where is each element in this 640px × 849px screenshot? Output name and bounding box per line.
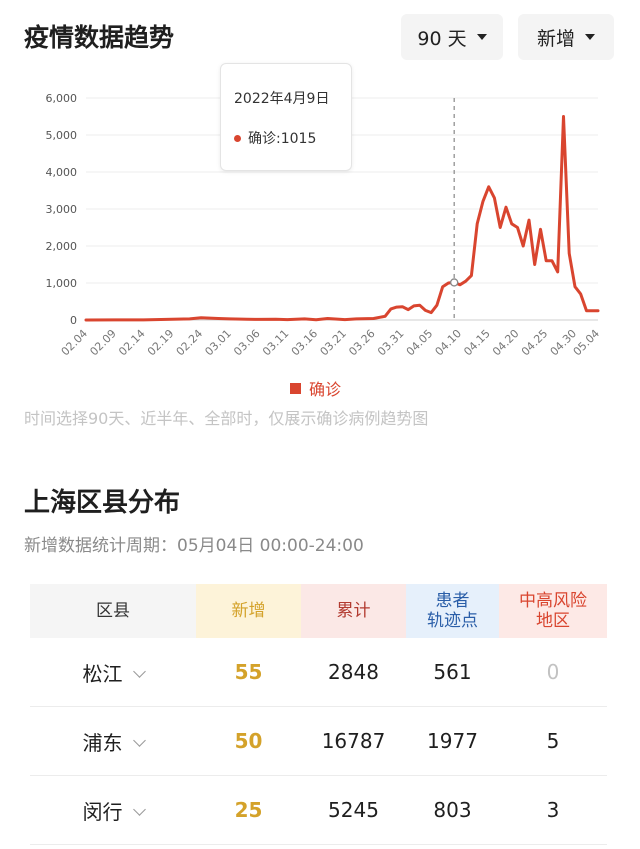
x-tick-label: 03.06 — [231, 327, 262, 358]
y-tick-label: 6,000 — [46, 92, 78, 105]
tooltip-date: 2022年4月9日 — [234, 91, 330, 107]
total-cell: 16787 — [301, 706, 406, 776]
header-total[interactable]: 累计 — [301, 584, 406, 638]
chevron-down-icon[interactable] — [132, 802, 146, 816]
header-risk-line2: 地区 — [536, 611, 570, 631]
x-tick-label: 04.10 — [433, 327, 464, 358]
chart-note: 时间选择90天、近半年、全部时，仅展示确诊病例趋势图 — [24, 409, 429, 428]
header-new[interactable]: 新增 — [196, 584, 301, 638]
new-cell: 25 — [196, 775, 301, 845]
chart-legend[interactable]: 确诊 — [290, 376, 341, 400]
chart-tooltip: 2022年4月9日 确诊:1015 — [220, 63, 352, 171]
y-tick-label: 3,000 — [46, 203, 78, 216]
x-tick-label: 03.16 — [289, 327, 320, 358]
header-risk[interactable]: 中高风险 地区 — [499, 584, 607, 638]
y-tick-label: 4,000 — [46, 166, 78, 179]
caret-down-icon — [476, 34, 487, 40]
x-tick-label: 03.26 — [346, 327, 377, 358]
district-table: 区县 新增 累计 患者 轨迹点 中高风险 地区 松江 55 2848 561 0… — [30, 584, 607, 845]
highlight-point — [450, 278, 459, 287]
x-tick-label: 02.14 — [116, 327, 147, 358]
total-cell: 2848 — [301, 638, 406, 707]
track-cell: 1977 — [406, 706, 499, 776]
district-name: 松江 — [82, 661, 123, 686]
y-tick-label: 1,000 — [46, 277, 78, 290]
x-tick-label: 05.04 — [571, 327, 602, 358]
x-tick-label: 02.09 — [87, 327, 118, 358]
y-tick-label: 0 — [70, 314, 77, 327]
table-row[interactable]: 浦东 50 16787 1977 5 — [30, 706, 607, 776]
x-tick-label: 03.21 — [318, 327, 349, 358]
x-tick-label: 04.25 — [519, 327, 550, 358]
table-row[interactable]: 松江 55 2848 561 0 — [30, 638, 607, 707]
x-tick-label: 02.04 — [59, 327, 90, 358]
caret-down-icon — [585, 34, 595, 40]
y-tick-label: 5,000 — [46, 129, 78, 142]
series-dot-icon — [234, 134, 241, 142]
mode-dropdown[interactable]: 新增 — [518, 14, 614, 60]
district-name-cell[interactable]: 松江 — [30, 638, 196, 707]
district-name-cell[interactable]: 闵行 — [30, 775, 196, 845]
header-track-line2: 轨迹点 — [427, 611, 478, 631]
risk-cell: 0 — [499, 638, 607, 707]
tooltip-row: 确诊:1015 — [234, 128, 316, 148]
section-title: 上海区县分布 — [24, 488, 181, 518]
table-header-row: 区县 新增 累计 患者 轨迹点 中高风险 地区 — [30, 584, 607, 638]
district-name-cell[interactable]: 浦东 — [30, 706, 196, 776]
table-row[interactable]: 闵行 25 5245 803 3 — [30, 775, 607, 845]
chevron-down-icon[interactable] — [132, 733, 146, 747]
series-line — [84, 115, 600, 322]
x-tick-label: 03.11 — [260, 327, 291, 358]
new-cell: 55 — [196, 638, 301, 707]
range-dropdown[interactable]: 90 天 — [401, 14, 503, 60]
mode-dropdown-label: 新增 — [536, 27, 575, 50]
x-tick-label: 02.19 — [145, 327, 176, 358]
risk-cell: 3 — [499, 775, 607, 845]
x-tick-label: 03.31 — [375, 327, 406, 358]
district-name: 闵行 — [82, 799, 123, 824]
x-tick-label: 03.01 — [202, 327, 233, 358]
x-tick-label: 02.24 — [174, 327, 205, 358]
y-tick-label: 2,000 — [46, 240, 78, 253]
track-cell: 561 — [406, 638, 499, 707]
risk-cell: 5 — [499, 706, 607, 776]
x-tick-label: 04.05 — [404, 327, 435, 358]
range-dropdown-label: 90 天 — [417, 27, 467, 50]
district-name: 浦东 — [82, 730, 123, 755]
total-cell: 5245 — [301, 775, 406, 845]
new-cell: 50 — [196, 706, 301, 776]
track-cell: 803 — [406, 775, 499, 845]
legend-label: 确诊 — [309, 380, 342, 399]
chevron-down-icon[interactable] — [132, 664, 146, 678]
x-tick-label: 04.15 — [461, 327, 492, 358]
page-title: 疫情数据趋势 — [24, 23, 175, 52]
legend-swatch-icon — [290, 382, 301, 394]
header-district[interactable]: 区县 — [30, 584, 196, 638]
tooltip-series: 确诊:1015 — [248, 131, 317, 147]
header-track[interactable]: 患者 轨迹点 — [406, 584, 499, 638]
header-risk-line1: 中高风险 — [519, 591, 587, 611]
section-subtitle: 新增数据统计周期：05月04日 00:00-24:00 — [24, 536, 364, 556]
header-track-line1: 患者 — [435, 591, 470, 611]
x-tick-label: 04.20 — [490, 327, 521, 358]
